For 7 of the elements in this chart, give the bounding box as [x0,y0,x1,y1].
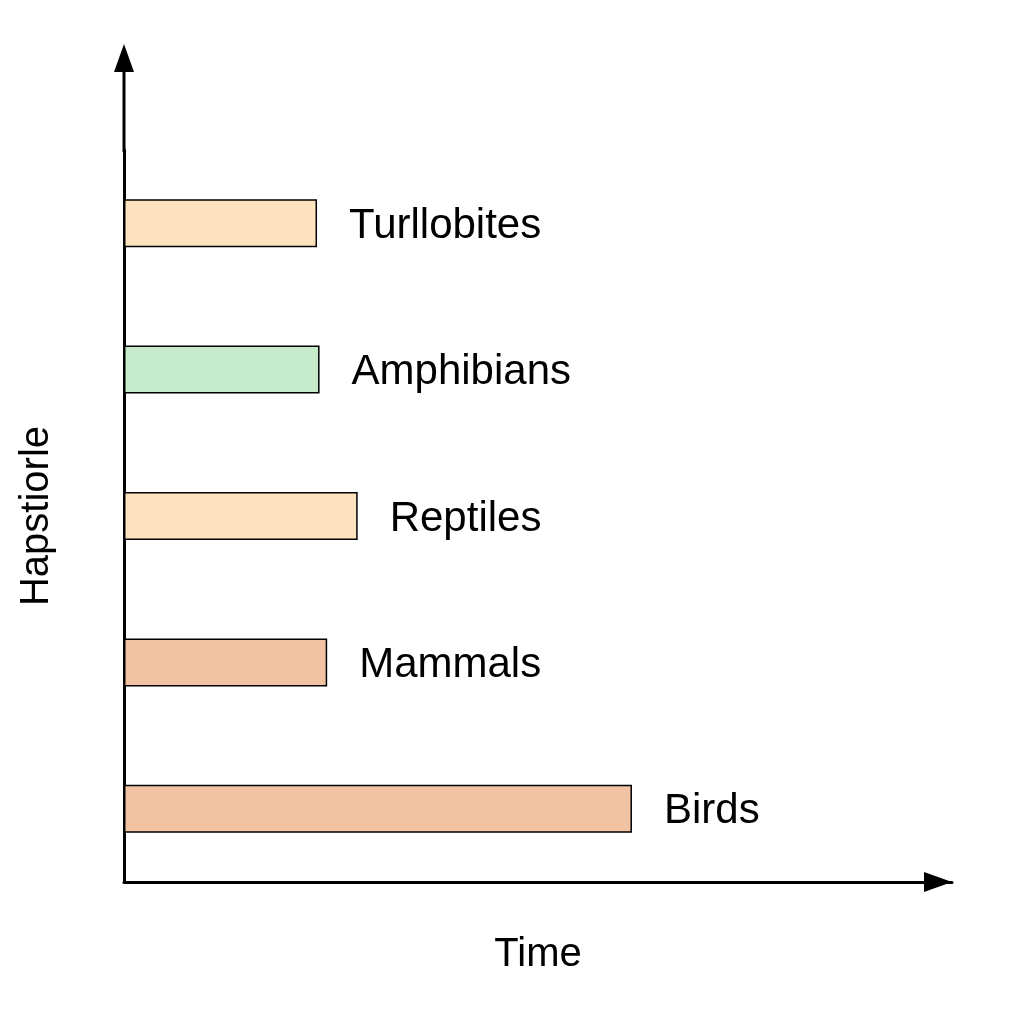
y-tick-label: Amphibians [351,346,572,394]
y-tick-label: Mammals [359,638,542,686]
y-tick-label: Birds [663,785,760,833]
y-tick-label: Turllobites [349,199,542,247]
y-tick-label: Reptiles [389,492,542,540]
y-axis-title: Hapstiorle [12,425,56,607]
x-axis-title: Time [494,930,582,974]
